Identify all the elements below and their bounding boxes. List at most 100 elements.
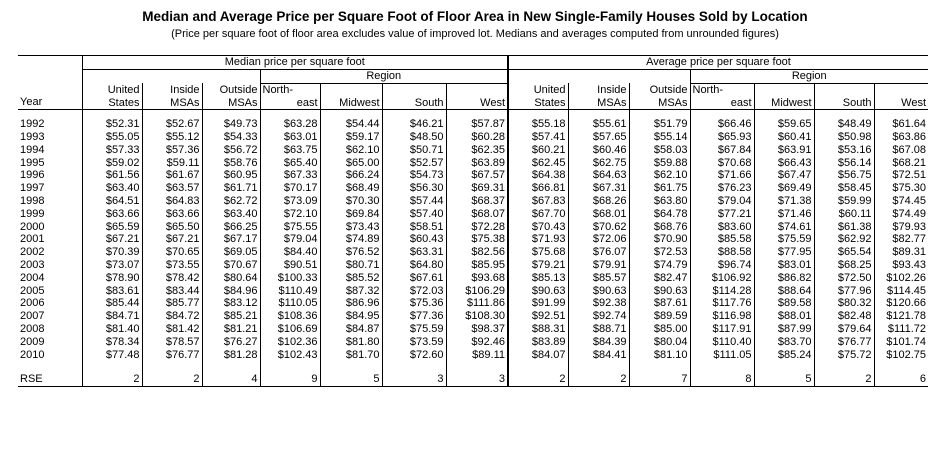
spacer-cell [259, 109, 320, 119]
average-value-cell: $71.66 [689, 169, 754, 183]
median-value-cell: $84.87 [319, 322, 382, 336]
year-cell: 2001 [20, 233, 45, 246]
average-value-cell: $75.72 [813, 348, 874, 362]
median-value-cell: $57.36 [141, 143, 202, 157]
table-row: 1992 $52.31 $52.67 $49.73 $63.28 $54.44 $46.21… [18, 118, 928, 131]
col-so-avg: South [813, 96, 874, 111]
average-value-cell: $75.30 [873, 182, 928, 195]
median-value-cell: $55.12 [141, 130, 202, 144]
average-value-cell: $92.38 [567, 297, 629, 311]
median-value-cell: $64.80 [381, 258, 446, 272]
average-value-cell: $56.75 [813, 169, 874, 183]
average-value-cell: $83.01 [753, 258, 814, 272]
rse-median-cell: 3 [445, 373, 508, 388]
average-value-cell: $89.58 [753, 297, 814, 311]
average-value-cell: $62.10 [628, 169, 690, 183]
spacer-cell [873, 361, 928, 374]
col-out-avg: MSAs [628, 96, 690, 111]
average-value-cell: $110.40 [689, 335, 754, 349]
average-value-cell: $90.63 [567, 284, 629, 298]
median-value-cell: $84.40 [259, 246, 320, 259]
median-value-cell: $63.31 [381, 246, 446, 259]
average-value-cell: $53.16 [813, 143, 874, 157]
median-value-cell: $67.33 [259, 169, 320, 183]
spacer-row [18, 109, 928, 119]
median-value-cell: $81.80 [319, 335, 382, 349]
median-value-cell: $70.30 [319, 194, 382, 208]
median-value-cell: $68.07 [445, 207, 508, 221]
average-value-cell: $71.93 [507, 233, 568, 247]
average-value-cell: $66.81 [507, 182, 568, 195]
median-value-cell: $57.44 [381, 194, 446, 208]
average-value-cell: $84.41 [567, 348, 629, 362]
median-value-cell: $60.43 [381, 233, 446, 247]
rse-row: RSE 2 2 4 9 5 3 3 2 2 7 8 5 2 6 [18, 373, 928, 388]
median-value-cell: $110.05 [259, 297, 320, 311]
median-value-cell: $92.46 [445, 335, 508, 349]
col-mw: Midwest [319, 96, 382, 111]
average-value-cell: $60.46 [567, 143, 629, 157]
average-value-cell: $68.21 [873, 156, 928, 170]
year-cell: 1993 [20, 130, 45, 143]
rse-label: RSE [18, 373, 82, 388]
median-value-cell: $108.36 [259, 310, 320, 323]
average-value-cell: $68.01 [567, 207, 629, 221]
median-value-cell: $85.44 [81, 297, 142, 311]
average-value-cell: $68.25 [813, 258, 874, 272]
average-value-cell: $63.86 [873, 130, 928, 144]
year-cell: 1996 [20, 169, 45, 182]
median-value-cell: $106.69 [259, 322, 320, 336]
col-out-top-avg: Outside [628, 83, 690, 97]
col-us-top-avg: United [507, 83, 568, 97]
median-value-cell: $72.10 [259, 207, 320, 221]
median-value-cell: $76.77 [141, 348, 202, 362]
median-value-cell: $82.56 [445, 246, 508, 259]
median-value-cell: $80.64 [201, 271, 260, 285]
col-ne-top: North- [259, 83, 320, 97]
median-value-cell: $72.60 [381, 348, 446, 362]
average-value-cell: $70.90 [628, 233, 690, 247]
average-value-cell: $85.57 [567, 271, 629, 285]
average-value-cell: $89.31 [873, 246, 928, 259]
average-value-cell: $88.64 [753, 284, 814, 298]
col-we-avg: West [873, 96, 928, 111]
median-value-cell: $75.38 [445, 233, 508, 247]
average-value-cell: $62.45 [507, 156, 568, 170]
spacer-cell [689, 109, 754, 119]
median-value-cell: $68.49 [319, 182, 382, 195]
median-value-cell: $84.72 [141, 310, 202, 323]
median-value-cell: $87.32 [319, 284, 382, 298]
average-value-cell: $67.70 [507, 207, 568, 221]
median-value-cell: $80.71 [319, 258, 382, 272]
median-value-cell: $52.31 [81, 118, 142, 131]
median-value-cell: $54.73 [381, 169, 446, 183]
average-value-cell: $121.78 [873, 310, 928, 323]
median-value-cell: $65.00 [319, 156, 382, 170]
median-value-cell: $78.42 [141, 271, 202, 285]
median-value-cell: $108.30 [445, 310, 508, 323]
col-ne-avg: east [689, 96, 754, 111]
average-value-cell: $79.91 [567, 258, 629, 272]
average-value-cell: $63.91 [753, 143, 814, 157]
spacer-cell [259, 361, 320, 374]
spacer-cell [873, 109, 928, 119]
median-value-cell: $63.28 [259, 118, 320, 131]
rse-average-cell: 2 [567, 373, 629, 388]
year-cell: 2002 [20, 246, 45, 259]
median-value-cell: $63.40 [81, 182, 142, 195]
average-value-cell: $74.49 [873, 207, 928, 221]
spacer-cell [507, 361, 568, 374]
average-value-cell: $60.41 [753, 130, 814, 144]
col-in-top-avg: Inside [567, 83, 629, 97]
median-value-cell: $81.28 [201, 348, 260, 362]
median-value-cell: $70.65 [141, 246, 202, 259]
median-value-cell: $57.33 [81, 143, 142, 157]
spacer-cell [507, 109, 568, 119]
rse-median-cell: 5 [319, 373, 382, 388]
average-value-cell: $72.06 [567, 233, 629, 247]
col-we: West [445, 96, 508, 111]
spacer-cell [381, 361, 446, 374]
col-us-avg: States [507, 96, 568, 111]
rse-average-cell: 8 [689, 373, 754, 388]
average-value-cell: $82.77 [873, 233, 928, 247]
